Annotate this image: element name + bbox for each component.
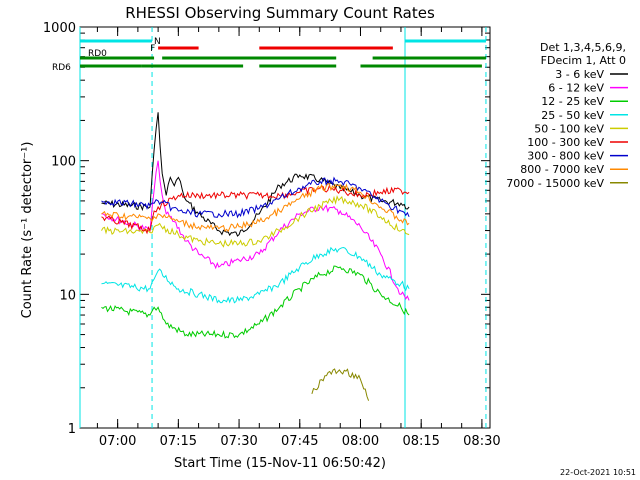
x-tick-label: 08:15	[402, 434, 439, 449]
series-line	[101, 265, 410, 339]
state-bar-label: RD0	[88, 49, 107, 59]
x-axis-label: Start Time (15-Nov-11 06:50:42)	[174, 456, 386, 471]
series-line	[101, 176, 410, 219]
series-line	[101, 246, 410, 304]
y-tick-label: 100	[51, 155, 76, 170]
plot-area: 1 10 100 1000 07:00 07:15 07:30 07:45 08:00 08:15…	[43, 21, 501, 449]
state-bar-label: RD6	[52, 63, 71, 73]
x-tick-label: 07:45	[281, 434, 318, 449]
series-line	[101, 195, 410, 248]
legend-label: 12 - 25 keV	[541, 95, 604, 108]
legend-label: 7000 - 15000 keV	[506, 177, 604, 190]
legend-label: 100 - 300 keV	[527, 136, 604, 149]
state-bar-label: N	[154, 37, 161, 47]
x-tick-label: 07:00	[99, 434, 136, 449]
legend-label: 300 - 800 keV	[527, 150, 604, 163]
series-line	[101, 160, 410, 301]
y-tick-label: 1000	[43, 21, 76, 36]
legend-label: 800 - 7000 keV	[520, 163, 604, 176]
chart-title: RHESSI Observing Summary Count Rates	[125, 4, 435, 22]
legend-header-line: FDecim 1, Att 0	[541, 54, 626, 67]
x-tick-label: 08:30	[463, 434, 500, 449]
x-tick-label: 07:15	[160, 434, 197, 449]
legend-label: 50 - 100 keV	[534, 122, 604, 135]
legend-label: 6 - 12 keV	[548, 82, 604, 95]
y-axis-label: Count Rate (s⁻¹ detector⁻¹)	[20, 142, 35, 319]
y-tick-label: 1	[68, 422, 76, 437]
series-line	[101, 183, 410, 233]
x-tick-label: 08:00	[342, 434, 379, 449]
series-line	[101, 184, 410, 235]
y-tick-label: 10	[59, 288, 76, 303]
footer-date: 22-Oct-2021 10:51	[560, 468, 636, 477]
x-tick-label: 07:30	[220, 434, 257, 449]
series-line	[311, 368, 370, 401]
legend-header-line: Det 1,3,4,5,6,9,	[540, 41, 626, 54]
state-bar-label: F	[150, 44, 155, 54]
legend-label: 25 - 50 keV	[541, 109, 604, 122]
legend-label: 3 - 6 keV	[555, 68, 604, 81]
